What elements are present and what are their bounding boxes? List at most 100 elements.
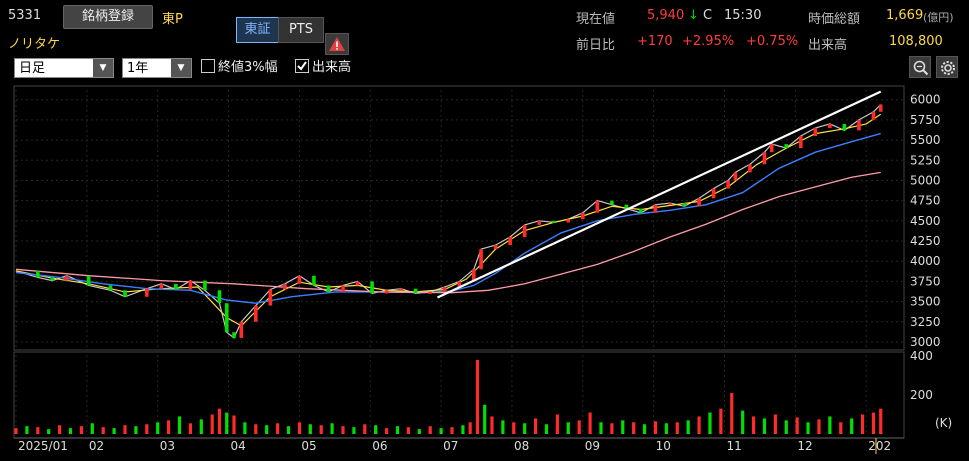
candle xyxy=(784,144,789,149)
x-tick-label: 03 xyxy=(160,439,175,453)
quote-time: 15:30 xyxy=(724,8,762,23)
volume-bar xyxy=(341,426,345,434)
candle xyxy=(370,281,374,294)
volume-bar xyxy=(490,416,494,434)
volume-bar xyxy=(265,425,269,434)
candle xyxy=(668,203,672,206)
volume-bar xyxy=(286,426,291,434)
candle xyxy=(522,224,527,237)
warning-icon[interactable] xyxy=(325,33,349,55)
volume-bar xyxy=(225,412,229,434)
y-tick-label: 5500 xyxy=(910,133,941,147)
volume-bar xyxy=(254,424,258,434)
candle xyxy=(537,220,541,225)
tab-pts[interactable]: PTS xyxy=(278,17,324,43)
volume-bar xyxy=(385,428,389,434)
volume-tick-label: 400 xyxy=(910,349,933,363)
volume-bar xyxy=(708,412,712,434)
candle xyxy=(36,270,40,278)
x-tick-label: 08 xyxy=(514,439,529,453)
candle xyxy=(283,283,287,290)
volume-bar xyxy=(664,423,668,434)
x-tick-label: 12 xyxy=(797,439,812,453)
candle xyxy=(341,285,345,292)
volume-bar xyxy=(730,393,734,434)
zoom-icon[interactable] xyxy=(909,56,931,78)
candle xyxy=(232,332,236,338)
close-3pct-checkbox[interactable]: 終値3%幅 xyxy=(201,58,278,78)
tab-tse[interactable]: 東証 xyxy=(236,17,279,43)
volume-bar xyxy=(468,422,472,434)
volume-bar xyxy=(501,420,505,434)
register-stock-button[interactable]: 銘柄登録 xyxy=(63,5,153,29)
x-tick-label: 09 xyxy=(585,439,600,453)
candle xyxy=(355,281,360,286)
volume-bar xyxy=(374,425,378,434)
stock-chart[interactable]: 6000 5750 5500 5250 5000 4750 4500 4250 4000 3750… xyxy=(0,84,969,461)
candle xyxy=(123,290,127,297)
volume-bar xyxy=(773,414,777,434)
volume-bar xyxy=(483,404,487,434)
range-select[interactable]: 1年 ▼ xyxy=(122,58,192,78)
x-tick-label: 02 xyxy=(89,439,104,453)
period-select[interactable]: 日足 ▼ xyxy=(14,58,114,78)
x-tick-label: 2025/01 xyxy=(18,439,68,453)
x-tick-label: 05 xyxy=(301,439,316,453)
direction-arrow: ↓ xyxy=(688,8,699,23)
volume-bar xyxy=(243,422,247,434)
candle xyxy=(610,200,614,205)
trendline xyxy=(437,90,882,299)
candle xyxy=(726,180,730,189)
y-tick-label: 5000 xyxy=(910,173,941,187)
candle xyxy=(428,291,432,294)
volume-bar xyxy=(123,425,127,434)
candle xyxy=(50,277,55,281)
volume-bar xyxy=(14,428,18,434)
candle xyxy=(595,200,600,213)
volume-checkbox[interactable]: 出来高 xyxy=(295,58,351,78)
candle xyxy=(639,208,643,213)
volume-bar xyxy=(36,427,40,434)
period-select-value: 日足 xyxy=(19,61,46,76)
volume-bar xyxy=(330,423,334,434)
volume-bar xyxy=(577,420,581,434)
candle xyxy=(697,198,701,207)
volume-bar xyxy=(439,428,443,434)
candle xyxy=(224,303,229,333)
volume-bar xyxy=(450,427,454,434)
y-tick-label: 3000 xyxy=(910,335,941,349)
checkbox-checked[interactable] xyxy=(295,59,309,73)
volume-bar xyxy=(319,425,323,434)
candle xyxy=(799,136,803,149)
candle xyxy=(551,220,556,223)
volume-bar xyxy=(741,410,745,434)
volume-bar xyxy=(871,412,876,434)
volume-bar xyxy=(210,414,214,434)
candle xyxy=(108,285,113,291)
y-tick-label: 6000 xyxy=(910,93,941,107)
checkbox-unchecked[interactable] xyxy=(201,59,215,73)
y-tick-label: 3750 xyxy=(910,274,941,288)
volume-bar xyxy=(642,424,647,434)
y-tick-label: 3500 xyxy=(910,295,941,309)
candle xyxy=(174,283,178,290)
gear-icon[interactable] xyxy=(936,56,958,78)
change-label: 前日比 xyxy=(576,38,616,53)
y-tick-label: 4000 xyxy=(910,254,941,268)
candle xyxy=(711,188,716,199)
candle xyxy=(413,288,418,294)
candle xyxy=(217,290,222,304)
candle xyxy=(145,288,149,297)
candle xyxy=(188,280,193,290)
candle xyxy=(566,219,571,223)
volume-bar xyxy=(352,427,356,434)
candle xyxy=(254,305,258,322)
candle xyxy=(857,119,861,131)
volume-bar xyxy=(839,422,843,434)
candle xyxy=(748,164,752,173)
volume-bar xyxy=(58,425,62,434)
series-ma-long xyxy=(15,171,881,294)
candle xyxy=(682,203,687,207)
candle xyxy=(813,127,818,137)
candle xyxy=(297,275,302,284)
